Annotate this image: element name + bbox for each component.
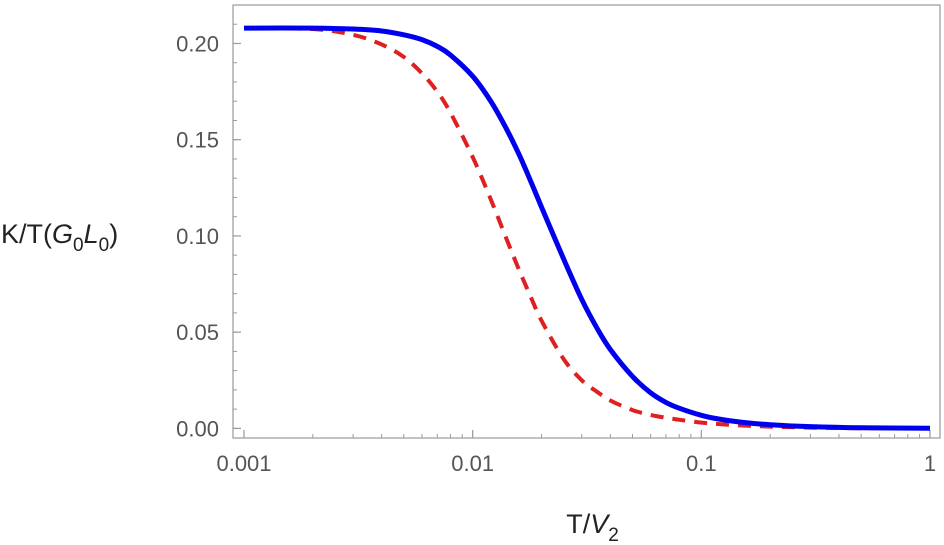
- y-tick-label: 0.00: [176, 416, 219, 441]
- dashed-red-curve: [243, 26, 931, 431]
- x-axis-label: T/V2: [566, 509, 619, 545]
- y-tick-label: 0.10: [176, 224, 219, 249]
- plot-frame: [232, 4, 941, 439]
- y-tick-label: 0.20: [176, 31, 219, 56]
- series-group: [243, 25, 931, 431]
- x-tick-label: 0.1: [686, 451, 717, 476]
- x-tick-label: 1: [924, 451, 936, 476]
- x-tick-label: 0.01: [451, 451, 494, 476]
- solid-blue-curve: [243, 25, 931, 431]
- y-axis-label: K/T(G0L0): [1, 219, 118, 256]
- y-tick-label: 0.15: [176, 128, 219, 153]
- y-tick-label: 0.05: [176, 320, 219, 345]
- x-axis-ticks: 0.001 0.01 0.1 1: [216, 430, 936, 476]
- x-tick-label: 0.001: [216, 451, 271, 476]
- y-axis-ticks: 0.00 0.05 0.10 0.15 0.20: [176, 31, 241, 441]
